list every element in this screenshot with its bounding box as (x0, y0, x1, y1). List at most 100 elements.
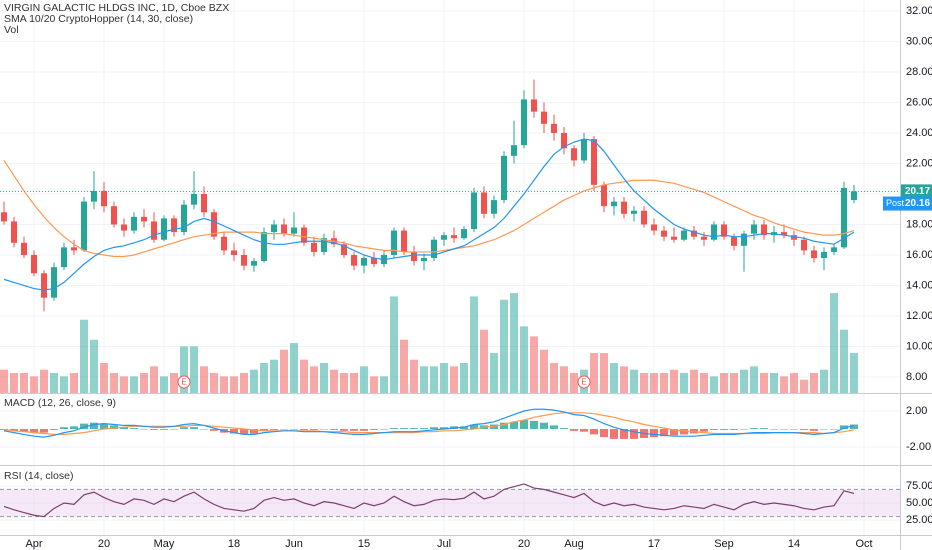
macd-histogram-bar (570, 429, 578, 431)
macd-histogram-bar (760, 428, 768, 430)
candle-body (501, 155, 507, 201)
volume-bar (370, 376, 378, 393)
volume-bar (130, 376, 138, 393)
macd-histogram-bar (540, 422, 548, 430)
volume-bar (40, 369, 48, 393)
earnings-label: E (181, 378, 186, 387)
candle-body (601, 184, 607, 207)
volume-bar (400, 339, 408, 393)
candle-body (631, 210, 637, 214)
candle-body (641, 210, 647, 225)
volume-bar (600, 353, 608, 393)
x-tick-label: Oct (855, 538, 872, 550)
candle-body (781, 232, 787, 236)
macd-histogram-bar (100, 423, 108, 430)
volume-bar (150, 366, 158, 393)
candle-body (731, 236, 737, 246)
macd-histogram-bar (120, 427, 128, 430)
earnings-label: E (581, 378, 586, 387)
volume-bar (790, 373, 798, 393)
volume-bar (410, 359, 418, 393)
macd-histogram-bar (400, 428, 408, 430)
macd-histogram-bar (600, 429, 608, 438)
volume-bar (310, 366, 318, 393)
macd-histogram-bar (370, 429, 378, 430)
x-tick-label: 20 (98, 538, 110, 550)
volume-bar (100, 363, 108, 393)
volume-bar (720, 373, 728, 393)
macd-histogram-bar (340, 429, 348, 431)
volume-bar (620, 366, 628, 393)
y-tick-label: 8.00 (906, 371, 927, 383)
volume-bar (540, 349, 548, 393)
candle-body (261, 232, 267, 262)
macd-histogram-bar (530, 420, 538, 430)
volume-bar (520, 326, 528, 393)
candle-body (401, 230, 407, 252)
macd-histogram-bar (240, 429, 248, 435)
volume-bar (290, 343, 298, 393)
volume-bar (700, 373, 708, 393)
volume-bar (250, 369, 258, 393)
volume-bar (160, 376, 168, 393)
volume-bar (20, 373, 28, 393)
candle-body (241, 254, 247, 266)
candle-body (171, 218, 177, 233)
candle-body (421, 258, 427, 262)
candle-body (461, 229, 467, 239)
earnings-marker (177, 375, 191, 389)
candle-body (531, 99, 537, 112)
macd-histogram-bar (330, 429, 338, 430)
macd-histogram-bar (0, 429, 8, 430)
volume-bar (740, 369, 748, 393)
macd-histogram-bar (680, 429, 688, 435)
x-tick-label: 15 (358, 538, 370, 550)
volume-bar (690, 369, 698, 393)
candle-body (81, 201, 87, 251)
volume-bar (80, 319, 88, 393)
volume-bar (350, 373, 358, 393)
candle-body (351, 254, 357, 266)
volume-bar (770, 373, 778, 393)
candle-body (551, 123, 557, 133)
candle-body (31, 254, 37, 274)
volume-bar (530, 336, 538, 393)
y-tick-label: 30.00 (906, 35, 932, 47)
y-tick-label: 50.00 (906, 497, 932, 509)
candle-body (431, 239, 437, 259)
volume-bar (800, 379, 808, 393)
y-tick-label: 28.00 (906, 66, 932, 78)
candle-body (741, 233, 747, 246)
macd-histogram-bar (110, 425, 118, 430)
candle-body (441, 235, 447, 240)
candle-body (841, 187, 847, 248)
candle-body (271, 224, 277, 233)
volume-bar (200, 366, 208, 393)
x-tick-label: Apr (25, 538, 42, 550)
macd-histogram-bar (90, 422, 98, 430)
volume-bar (120, 376, 128, 393)
candle-body (681, 230, 687, 240)
macd-histogram-bar (30, 429, 38, 433)
volume-bar (750, 366, 758, 393)
volume-bar (610, 363, 618, 393)
volume-bar (360, 366, 368, 393)
candle-body (591, 139, 597, 185)
candle-body (521, 99, 527, 146)
y-tick-label: 12.00 (906, 310, 932, 322)
volume-bar (850, 353, 858, 393)
volume-bar (180, 346, 188, 393)
candle-body (721, 224, 727, 237)
y-tick-label: 14.00 (906, 279, 932, 291)
macd-histogram-bar (380, 429, 388, 430)
macd-histogram-bar (560, 428, 568, 430)
volume-bar (340, 373, 348, 393)
macd-histogram-bar (420, 428, 428, 430)
macd-histogram-bar (310, 429, 318, 430)
volume-bar (60, 376, 68, 393)
candle-body (611, 201, 617, 207)
x-tick-label: Sep (714, 538, 734, 550)
volume-bar (710, 376, 718, 393)
candle-body (651, 224, 657, 231)
macd-histogram-bar (810, 429, 818, 431)
